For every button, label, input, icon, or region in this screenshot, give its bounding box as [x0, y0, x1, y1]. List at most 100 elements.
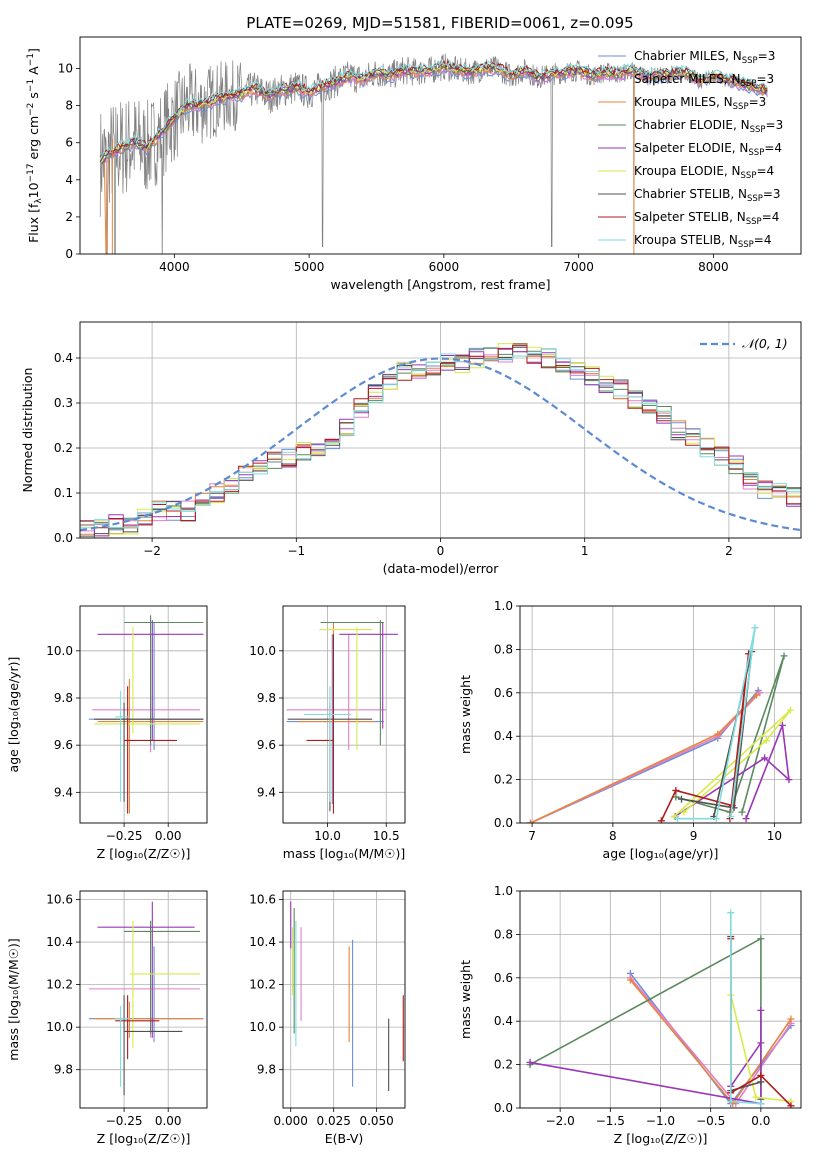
legend-text-part: =4 — [754, 233, 772, 247]
axes-frame — [282, 605, 406, 824]
y-tick-label: 10.2 — [46, 978, 73, 992]
y-tick-label: 6 — [65, 136, 73, 150]
weight-marker — [657, 817, 665, 823]
axes-frame — [519, 890, 802, 1109]
weight-marker — [757, 1071, 765, 1079]
x-tick-label: 2 — [725, 544, 733, 558]
x-tick-label: −1 — [287, 544, 305, 558]
legend-entry: Salpeter ELODIE, NSSP=4 — [634, 141, 782, 158]
plot-area — [88, 901, 204, 1096]
y-tick-label: 0.6 — [494, 971, 513, 985]
panel-z-weight: −2.0 −1.5 −1.0 −0.5 0.0 0.0 0.2 0.4 0.6 0.8 1.0 Z [… — [458, 884, 802, 1146]
y-label-part: −1 — [26, 53, 36, 66]
legend-entry: Salpeter MILES, NSSP=3 — [634, 72, 774, 89]
y-tick-label: 4 — [65, 173, 73, 187]
y-axis-label: age [log₁₀(age/yr)] — [6, 657, 21, 773]
weight-marker — [727, 1097, 735, 1105]
y-tick-label: 0.8 — [494, 642, 513, 656]
y-tick-label: 10 — [58, 62, 73, 76]
weight-marker — [757, 935, 765, 943]
y-axis-label: Normed distribution — [20, 368, 35, 493]
y-tick-label: 10.0 — [46, 644, 73, 658]
panel-ebv-mass: 0.000 0.025 0.050 9.8 10.0 10.2 10.4 10.6 E(B-V) — [249, 890, 406, 1146]
plot-area — [286, 620, 398, 814]
x-tick-label: 9 — [690, 829, 698, 843]
x-axis-label: Z [log₁₀(Z/Z☉)] — [97, 1131, 191, 1146]
axes-frame — [519, 605, 802, 824]
y-axis-label: mass [log₁₀(M/M☉)] — [6, 938, 21, 1060]
x-tick-label: 6000 — [429, 260, 460, 274]
legend-text-part: =3 — [749, 95, 767, 109]
legend-text-part: SSP — [750, 125, 766, 135]
weight-marker — [742, 815, 750, 823]
panel-mass-age: 10.0 10.5 9.4 9.6 9.8 10.0 mass [log₁₀(M/M☉)] — [249, 605, 406, 861]
legend-text-part: SSP — [746, 217, 762, 227]
legend-text-part: SSP — [748, 148, 764, 158]
legend-text-part: SSP — [741, 79, 757, 89]
legend-text-part: Chabrier MILES, N — [634, 49, 742, 63]
weight-marker — [787, 706, 795, 714]
y-label-part: ] — [26, 48, 41, 53]
histogram-7 — [80, 344, 801, 529]
x-tick-label: 0.00 — [155, 829, 182, 843]
weight-marker — [780, 652, 788, 660]
y-label-part: A — [26, 66, 41, 79]
figure-title: PLATE=0269, MJD=51581, FIBERID=0061, z=0… — [246, 14, 633, 32]
y-tick-label: 9.6 — [257, 738, 276, 752]
legend-text-part: =4 — [764, 141, 782, 155]
y-tick-label: 0.2 — [494, 773, 513, 787]
y-label-part: Flux [f — [26, 203, 41, 243]
legend-text-part: Salpeter ELODIE, N — [634, 141, 748, 155]
axes-frame — [79, 36, 802, 255]
model-spectrum-kroupa-stelib — [99, 59, 768, 161]
legend-text-part: =4 — [756, 164, 774, 178]
x-tick-label: −0.25 — [106, 829, 143, 843]
legend-text-part: =3 — [758, 49, 776, 63]
weight-marker — [727, 812, 735, 820]
y-tick-label: 10.6 — [249, 893, 276, 907]
weight-marker — [672, 786, 680, 794]
legend-text-part: Kroupa ELODIE, N — [634, 164, 741, 178]
y-label-part: erg cm — [26, 116, 41, 164]
x-axis-label: Z [log₁₀(Z/Z☉)] — [614, 1131, 708, 1146]
legend-text-part: Salpeter STELIB, N — [634, 210, 746, 224]
y-tick-label: 10.4 — [46, 935, 73, 949]
weight-marker — [526, 819, 534, 823]
legend-entry: Salpeter STELIB, NSSP=4 — [634, 210, 779, 227]
x-tick-label: 7000 — [563, 260, 594, 274]
y-tick-label: 0.6 — [494, 686, 513, 700]
x-axis-label: wavelength [Angstrom, rest frame] — [330, 277, 550, 292]
legend-entry: Chabrier STELIB, NSSP=3 — [634, 187, 781, 204]
y-tick-label: 0.3 — [54, 396, 73, 410]
y-tick-label: 0.4 — [54, 351, 73, 365]
y-label-part: λ — [34, 198, 44, 204]
x-tick-label: 0.000 — [274, 1114, 308, 1128]
y-tick-label: 0.8 — [494, 927, 513, 941]
weight-marker — [714, 730, 722, 738]
x-axis-label: age [log₁₀(age/yr)] — [603, 846, 719, 861]
y-tick-label: 0.4 — [494, 1014, 513, 1028]
legend-text-part: Kroupa STELIB, N — [634, 233, 738, 247]
axes-frame — [79, 605, 208, 824]
y-tick-label: 2 — [65, 210, 73, 224]
y-label-part: −2 — [26, 103, 36, 116]
weight-marker — [785, 776, 793, 784]
y-tick-label: 9.4 — [257, 785, 276, 799]
legend-text-part: =3 — [766, 118, 784, 132]
x-tick-label: 8000 — [698, 260, 729, 274]
legend-entry: Chabrier MILES, NSSP=3 — [634, 49, 775, 66]
x-axis-label: E(B-V) — [325, 1131, 364, 1146]
y-tick-label: 10.0 — [46, 1020, 73, 1034]
y-tick-label: 0.2 — [54, 441, 73, 455]
plot-area — [88, 615, 204, 814]
weight-marker — [680, 808, 688, 816]
x-axis-label: (data-model)/error — [383, 561, 500, 576]
y-label-part: s — [26, 92, 41, 103]
y-tick-label: 9.8 — [54, 691, 73, 705]
y-tick-label: 10.2 — [249, 978, 276, 992]
y-tick-label: 10.6 — [46, 893, 73, 907]
plot-area — [526, 624, 795, 823]
weight-marker — [757, 1039, 765, 1047]
legend-text-part: =4 — [762, 210, 780, 224]
